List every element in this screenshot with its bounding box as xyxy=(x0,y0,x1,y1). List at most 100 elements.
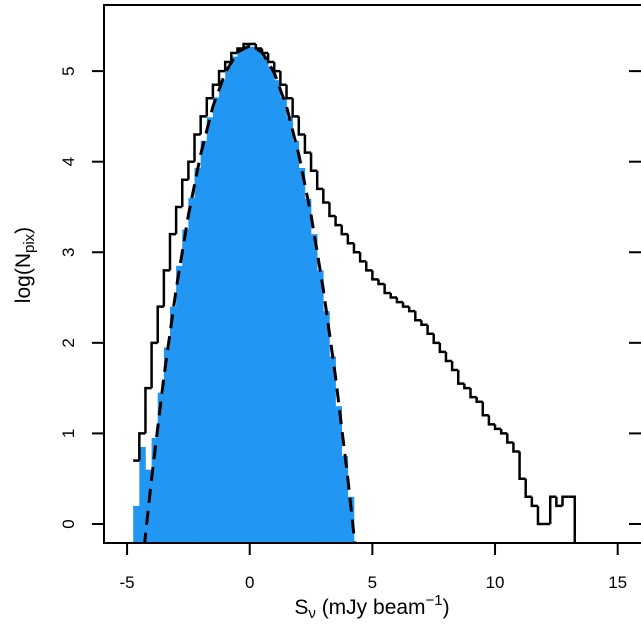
histogram-step xyxy=(444,351,453,363)
histogram-step xyxy=(568,495,577,543)
y-tick-label: 1 xyxy=(59,429,78,438)
histogram-bar xyxy=(169,306,177,543)
histogram-step xyxy=(174,205,183,235)
histogram-bar xyxy=(249,46,257,543)
histogram-bar xyxy=(268,66,275,543)
histogram-step xyxy=(156,305,164,343)
y-label-text: log(N xyxy=(12,253,35,303)
histogram-step xyxy=(340,225,348,236)
histogram-bar xyxy=(329,356,336,543)
y-tick-label: 3 xyxy=(59,248,78,257)
histogram-step xyxy=(181,178,189,207)
x-axis-label: Sν (mJy beam−1) xyxy=(294,592,449,622)
histogram-step xyxy=(242,42,250,49)
histogram-bar xyxy=(237,49,244,543)
histogram-step xyxy=(524,478,532,499)
y-tick-label: 0 xyxy=(59,519,78,528)
histogram-step xyxy=(463,383,471,390)
histogram-bar xyxy=(145,469,152,543)
histogram-bar xyxy=(176,265,183,543)
histogram-step xyxy=(364,261,373,272)
fit-curve xyxy=(143,44,357,543)
histogram-step xyxy=(168,232,177,271)
x-tick-label: 15 xyxy=(608,573,627,592)
histogram-bar xyxy=(311,234,318,543)
histogram-step xyxy=(493,424,502,431)
histogram-step xyxy=(371,270,379,281)
histogram-step xyxy=(230,51,238,63)
histogram-step xyxy=(561,495,569,506)
histogram-step xyxy=(334,216,342,227)
histogram-step xyxy=(138,432,146,461)
y-axis-label: log(Npix) xyxy=(12,227,38,303)
histogram-step xyxy=(499,428,508,435)
histogram-step xyxy=(285,84,293,100)
histogram-bar xyxy=(274,80,281,543)
histogram-step xyxy=(450,360,459,372)
histogram-step xyxy=(309,152,318,172)
histogram-step xyxy=(481,401,489,417)
histogram-step xyxy=(315,170,324,191)
histogram-bar xyxy=(200,140,208,543)
histogram-step xyxy=(352,243,361,254)
histogram-step xyxy=(377,279,385,286)
histogram-step xyxy=(420,320,428,326)
histogram-step xyxy=(211,83,220,99)
y-label-sub: pix xyxy=(21,233,38,253)
histogram-bar xyxy=(255,49,263,543)
histogram-step xyxy=(273,62,281,73)
histogram-bar xyxy=(286,117,293,543)
x-label-rest: (mJy beam xyxy=(316,596,426,619)
histogram-step xyxy=(199,115,207,135)
histogram-step xyxy=(205,97,213,117)
histogram-bar xyxy=(133,505,140,543)
histogram-step xyxy=(254,43,262,50)
histogram-step xyxy=(358,252,367,263)
histogram-bar xyxy=(335,406,343,543)
histogram-step xyxy=(512,442,520,453)
histogram-bar xyxy=(261,56,269,543)
x-label-sub: ν xyxy=(308,605,316,622)
y-label-end: ) xyxy=(12,227,35,234)
histogram-step xyxy=(469,388,477,399)
histogram-bar xyxy=(225,66,232,543)
histogram-step xyxy=(487,415,496,426)
histogram-bar xyxy=(151,437,159,543)
histogram-step xyxy=(438,342,446,354)
histogram-step xyxy=(407,306,416,313)
histogram-step xyxy=(150,341,158,389)
y-tick-label: 2 xyxy=(59,338,78,347)
histogram-step xyxy=(389,293,397,299)
histogram-bar xyxy=(182,229,189,543)
histogram-bar xyxy=(298,168,306,543)
x-tick-label: -5 xyxy=(119,573,134,592)
histogram-step xyxy=(456,370,465,385)
x-label-sup: −1 xyxy=(426,592,443,609)
histogram-bar xyxy=(157,392,165,543)
histogram-step xyxy=(223,60,232,72)
histogram-step xyxy=(144,386,152,434)
histogram-step xyxy=(432,333,440,345)
histogram-bar xyxy=(206,117,214,543)
histogram-bar xyxy=(292,140,300,543)
histogram-step xyxy=(162,269,170,307)
x-label-end: ) xyxy=(443,596,450,619)
y-tick-label: 5 xyxy=(59,66,78,75)
plot-area xyxy=(133,42,577,543)
histogram-step xyxy=(291,98,299,118)
histogram-bar xyxy=(139,446,146,543)
x-tick-label: 0 xyxy=(245,573,254,592)
histogram-step xyxy=(426,324,434,336)
histogram-bar xyxy=(231,56,238,543)
histogram-bar xyxy=(323,311,330,543)
histogram-step xyxy=(414,311,422,322)
x-tick-label: 5 xyxy=(368,573,377,592)
histogram-step xyxy=(279,71,287,86)
histogram-bar xyxy=(341,456,349,543)
histogram-step xyxy=(328,202,336,218)
histogram-bar xyxy=(163,347,171,543)
histogram-step xyxy=(297,116,305,136)
histogram-step xyxy=(518,451,526,480)
histogram-step xyxy=(217,69,226,85)
